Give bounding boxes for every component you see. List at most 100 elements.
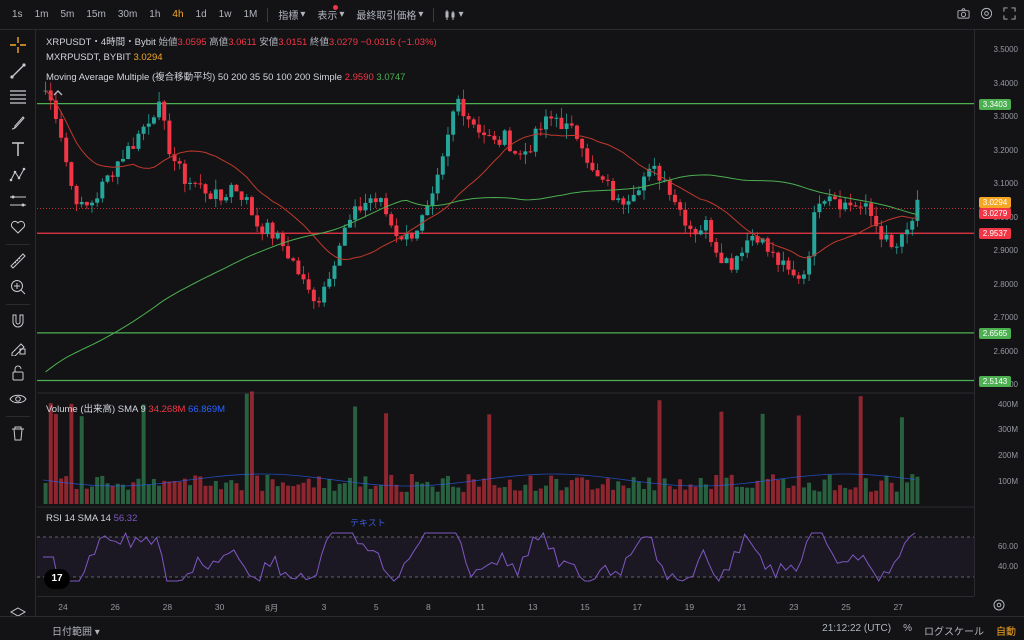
volume-bar xyxy=(53,413,58,504)
candle-body xyxy=(714,242,719,253)
candle-body xyxy=(781,260,786,265)
candle-body xyxy=(440,156,445,175)
candle-body xyxy=(95,198,100,203)
candle-body xyxy=(647,168,652,177)
bar-style-button[interactable]: ▾ xyxy=(438,9,469,21)
eye-icon[interactable] xyxy=(9,390,27,408)
volume-bar xyxy=(884,475,889,504)
brush-icon[interactable] xyxy=(9,114,27,132)
candle-body xyxy=(69,162,74,186)
tradingview-logo[interactable]: 17 xyxy=(44,569,70,589)
volume-bar xyxy=(234,483,239,504)
timeframe-15m[interactable]: 15m xyxy=(86,8,106,20)
settings-icon[interactable] xyxy=(980,7,993,20)
candle-body xyxy=(497,139,502,145)
volume-bar xyxy=(301,482,306,504)
trend-line-icon[interactable] xyxy=(9,62,27,80)
candle-body xyxy=(801,274,806,279)
lock-drawing-icon[interactable] xyxy=(9,338,27,356)
toolbar-divider xyxy=(433,7,435,22)
volume-bar xyxy=(337,483,342,504)
timeframe-1w[interactable]: 1w xyxy=(218,8,232,20)
percent-scale-button[interactable]: % xyxy=(903,623,912,634)
timeframe-1m[interactable]: 1m xyxy=(34,8,49,20)
crosshair-icon[interactable] xyxy=(9,36,27,54)
volume-bar xyxy=(879,480,884,504)
trash-icon[interactable] xyxy=(9,424,27,442)
date-tick: 24 xyxy=(58,602,68,612)
volume-bar xyxy=(745,487,750,504)
ma-long-line xyxy=(45,174,918,373)
zoom-in-icon[interactable] xyxy=(9,278,27,296)
candle-body xyxy=(905,229,910,235)
display-button[interactable]: 表示 ▾ xyxy=(311,5,350,22)
text-tool-icon[interactable] xyxy=(9,140,27,158)
timeframe-4h[interactable]: 4h xyxy=(172,8,184,20)
ruler-icon[interactable] xyxy=(9,252,27,270)
volume-bar xyxy=(559,490,564,504)
volume-bar xyxy=(760,413,765,504)
heart-icon[interactable] xyxy=(9,218,27,236)
timeframe-30m[interactable]: 30m xyxy=(117,8,138,20)
volume-bar xyxy=(115,483,120,504)
camera-icon[interactable] xyxy=(957,7,970,20)
candle-body xyxy=(487,135,492,137)
volume-bar xyxy=(734,486,739,504)
candle-body xyxy=(590,162,595,171)
candle-body xyxy=(229,184,234,198)
close-label: 終値 xyxy=(309,37,329,48)
volume-bar xyxy=(172,481,177,504)
candle-body xyxy=(889,234,894,248)
timeframe-1M[interactable]: 1M xyxy=(243,8,258,20)
volume-bar xyxy=(90,486,94,504)
candle-body xyxy=(724,258,729,264)
price-level-badge: 3.0279 xyxy=(979,208,1011,220)
candle-body xyxy=(451,111,456,135)
volume-bar xyxy=(409,474,414,504)
candle-body xyxy=(342,227,347,246)
tool-divider xyxy=(6,244,30,245)
candle-body xyxy=(64,137,69,163)
price-chart[interactable] xyxy=(37,30,974,596)
clock[interactable]: 21:12:22 (UTC) xyxy=(822,623,892,634)
magnet-icon[interactable] xyxy=(9,312,27,330)
last-price-button[interactable]: 最終取引価格 ▾ xyxy=(350,7,429,22)
high-value: 3.0611 xyxy=(228,37,257,48)
chevron-down-icon: ▾ xyxy=(94,627,100,638)
axis-settings-icon[interactable] xyxy=(992,598,1006,612)
rsi-text-annotation[interactable]: テキスト xyxy=(350,518,386,528)
date-axis[interactable]: 24 26 28 30 8月 3 5 8 11 13 15 17 19 21 23 25 27 xyxy=(37,596,974,616)
candle-body xyxy=(363,202,368,211)
pattern-icon[interactable] xyxy=(9,166,27,184)
price-scale[interactable]: 3.50003.40003.30003.20003.10003.00002.90… xyxy=(974,30,1024,596)
measure-range-icon[interactable] xyxy=(9,192,27,210)
candle-body xyxy=(523,151,528,155)
fib-retracement-icon[interactable] xyxy=(9,88,27,106)
fullscreen-icon[interactable] xyxy=(1003,7,1016,20)
volume-bar xyxy=(327,478,332,504)
log-scale-button[interactable]: ログスケール xyxy=(924,627,984,638)
volume-bar xyxy=(889,482,894,504)
candle-body xyxy=(770,251,775,253)
date-range-button[interactable]: 日付範囲 ▾ xyxy=(52,623,100,638)
candle-body xyxy=(528,151,533,153)
indicators-button[interactable]: 指標 ▾ xyxy=(272,7,311,22)
timeframe-1s[interactable]: 1s xyxy=(12,8,23,20)
drawing-toolbar xyxy=(0,30,36,640)
candle-body xyxy=(353,206,358,220)
volume-bar xyxy=(415,481,419,504)
volume-bar xyxy=(84,488,89,504)
candle-body xyxy=(317,301,321,303)
timeframe-1h[interactable]: 1h xyxy=(149,8,161,20)
lock-icon[interactable] xyxy=(9,364,27,382)
timeframe-5m[interactable]: 5m xyxy=(60,8,75,20)
tool-divider xyxy=(6,416,30,417)
candle-body xyxy=(275,233,280,239)
collapse-legend-icon[interactable] xyxy=(52,87,64,99)
auto-scale-button[interactable]: 自動 xyxy=(996,627,1016,638)
volume-bar xyxy=(600,484,605,504)
volume-bar xyxy=(554,478,559,504)
volume-bar xyxy=(404,491,409,504)
timeframe-1d[interactable]: 1d xyxy=(195,8,207,20)
candle-body xyxy=(564,123,569,130)
